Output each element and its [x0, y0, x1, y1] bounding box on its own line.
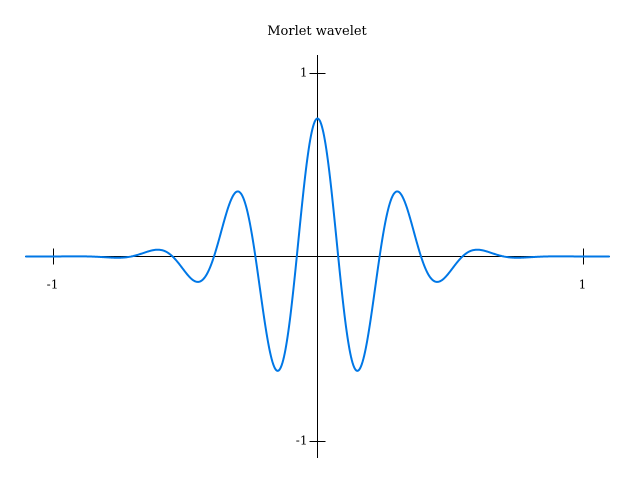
series-group — [25, 117, 610, 372]
chart-title: Morlet wavelet — [267, 24, 367, 39]
x-tick-label: 1 — [579, 278, 587, 292]
y-tick-label: -1 — [296, 434, 308, 448]
x-tick-label: -1 — [47, 278, 59, 292]
morlet-wave-line — [25, 117, 610, 372]
axis-ticks: -1 1 1 -1 — [47, 66, 587, 448]
y-tick-label: 1 — [300, 66, 308, 80]
